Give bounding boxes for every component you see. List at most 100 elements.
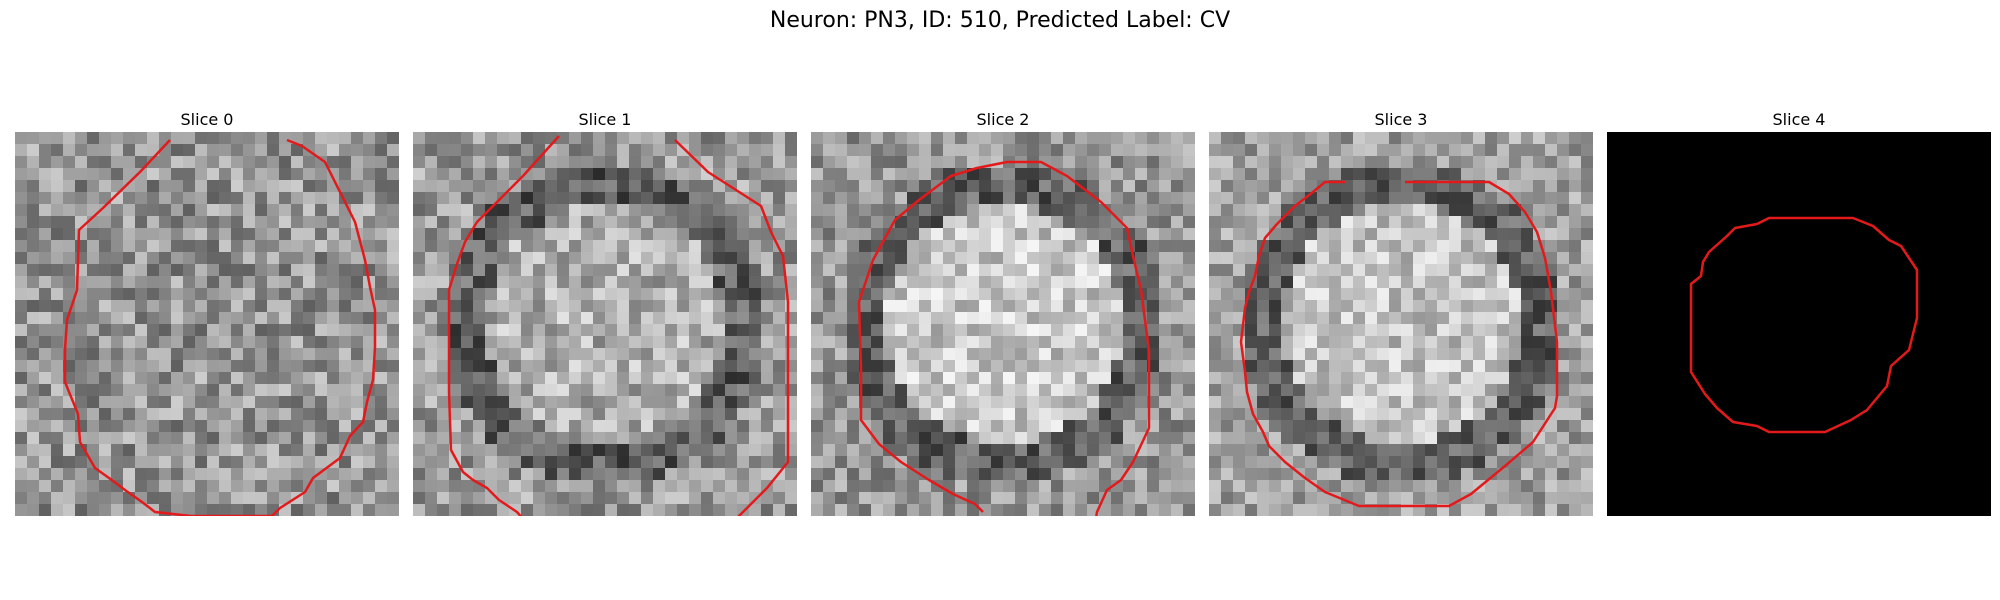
noise-pixel [581, 384, 593, 396]
noise-pixel [195, 324, 207, 336]
noise-pixel [725, 300, 737, 312]
noise-pixel [327, 132, 339, 144]
noise-pixel [1425, 276, 1437, 288]
noise-pixel [243, 216, 255, 228]
noise-pixel [629, 336, 641, 348]
noise-pixel [1003, 480, 1015, 492]
noise-pixel [39, 204, 51, 216]
noise-pixel [195, 396, 207, 408]
noise-pixel [1545, 420, 1557, 432]
noise-pixel [375, 396, 387, 408]
noise-pixel [1545, 180, 1557, 192]
noise-pixel [773, 312, 785, 324]
noise-pixel [1269, 504, 1281, 516]
noise-pixel [39, 456, 51, 468]
noise-pixel [545, 480, 557, 492]
noise-pixel [413, 180, 425, 192]
noise-pixel [533, 348, 545, 360]
noise-pixel [931, 192, 943, 204]
noise-pixel [75, 492, 87, 504]
noise-pixel [27, 192, 39, 204]
noise-pixel [1425, 336, 1437, 348]
noise-pixel [653, 444, 665, 456]
noise-pixel [823, 468, 835, 480]
noise-pixel [1099, 204, 1111, 216]
noise-pixel [871, 360, 883, 372]
noise-pixel [75, 456, 87, 468]
noise-pixel [629, 444, 641, 456]
noise-pixel [1015, 492, 1027, 504]
noise-pixel [895, 228, 907, 240]
noise-pixel [1135, 468, 1147, 480]
noise-pixel [1111, 492, 1123, 504]
slice-1-contour-right [674, 139, 790, 516]
noise-pixel [1401, 216, 1413, 228]
noise-pixel [291, 132, 303, 144]
noise-pixel [811, 264, 823, 276]
noise-pixel [1413, 456, 1425, 468]
noise-pixel [1087, 396, 1099, 408]
noise-pixel [689, 312, 701, 324]
noise-pixel [99, 504, 111, 516]
noise-pixel [87, 168, 99, 180]
noise-pixel [847, 408, 859, 420]
noise-pixel [1039, 348, 1051, 360]
noise-pixel [15, 420, 27, 432]
noise-pixel [907, 252, 919, 264]
noise-pixel [1401, 276, 1413, 288]
noise-pixel [135, 336, 147, 348]
noise-pixel [473, 360, 485, 372]
noise-pixel [437, 396, 449, 408]
noise-pixel [1123, 408, 1135, 420]
noise-pixel [823, 420, 835, 432]
noise-pixel [327, 360, 339, 372]
noise-pixel [605, 228, 617, 240]
noise-pixel [1377, 432, 1389, 444]
noise-pixel [629, 420, 641, 432]
noise-pixel [1473, 312, 1485, 324]
noise-pixel [351, 264, 363, 276]
noise-pixel [291, 216, 303, 228]
noise-pixel [135, 288, 147, 300]
noise-pixel [1171, 372, 1183, 384]
noise-pixel [1183, 396, 1195, 408]
noise-pixel [279, 192, 291, 204]
noise-pixel [15, 504, 27, 516]
noise-pixel [1365, 420, 1377, 432]
noise-pixel [135, 156, 147, 168]
noise-pixel [1329, 324, 1341, 336]
noise-pixel [641, 444, 653, 456]
noise-pixel [931, 228, 943, 240]
noise-pixel [135, 240, 147, 252]
noise-pixel [1365, 336, 1377, 348]
noise-pixel [1545, 468, 1557, 480]
noise-pixel [629, 240, 641, 252]
noise-pixel [967, 384, 979, 396]
noise-pixel [1317, 408, 1329, 420]
noise-pixel [243, 168, 255, 180]
noise-pixel [569, 480, 581, 492]
noise-pixel [1533, 432, 1545, 444]
noise-pixel [701, 276, 713, 288]
noise-pixel [15, 132, 27, 144]
noise-pixel [1293, 132, 1305, 144]
noise-pixel [1329, 252, 1341, 264]
noise-pixel [1497, 444, 1509, 456]
noise-pixel [461, 192, 473, 204]
noise-pixel [231, 432, 243, 444]
noise-pixel [207, 420, 219, 432]
noise-pixel [1183, 300, 1195, 312]
noise-pixel [461, 312, 473, 324]
noise-pixel [1569, 132, 1581, 144]
noise-pixel [171, 252, 183, 264]
noise-pixel [581, 204, 593, 216]
noise-pixel [1293, 420, 1305, 432]
noise-pixel [267, 492, 279, 504]
noise-pixel [413, 372, 425, 384]
noise-pixel [1365, 228, 1377, 240]
noise-pixel [497, 468, 509, 480]
noise-pixel [943, 240, 955, 252]
noise-pixel [437, 336, 449, 348]
noise-pixel [907, 384, 919, 396]
noise-pixel [1087, 264, 1099, 276]
